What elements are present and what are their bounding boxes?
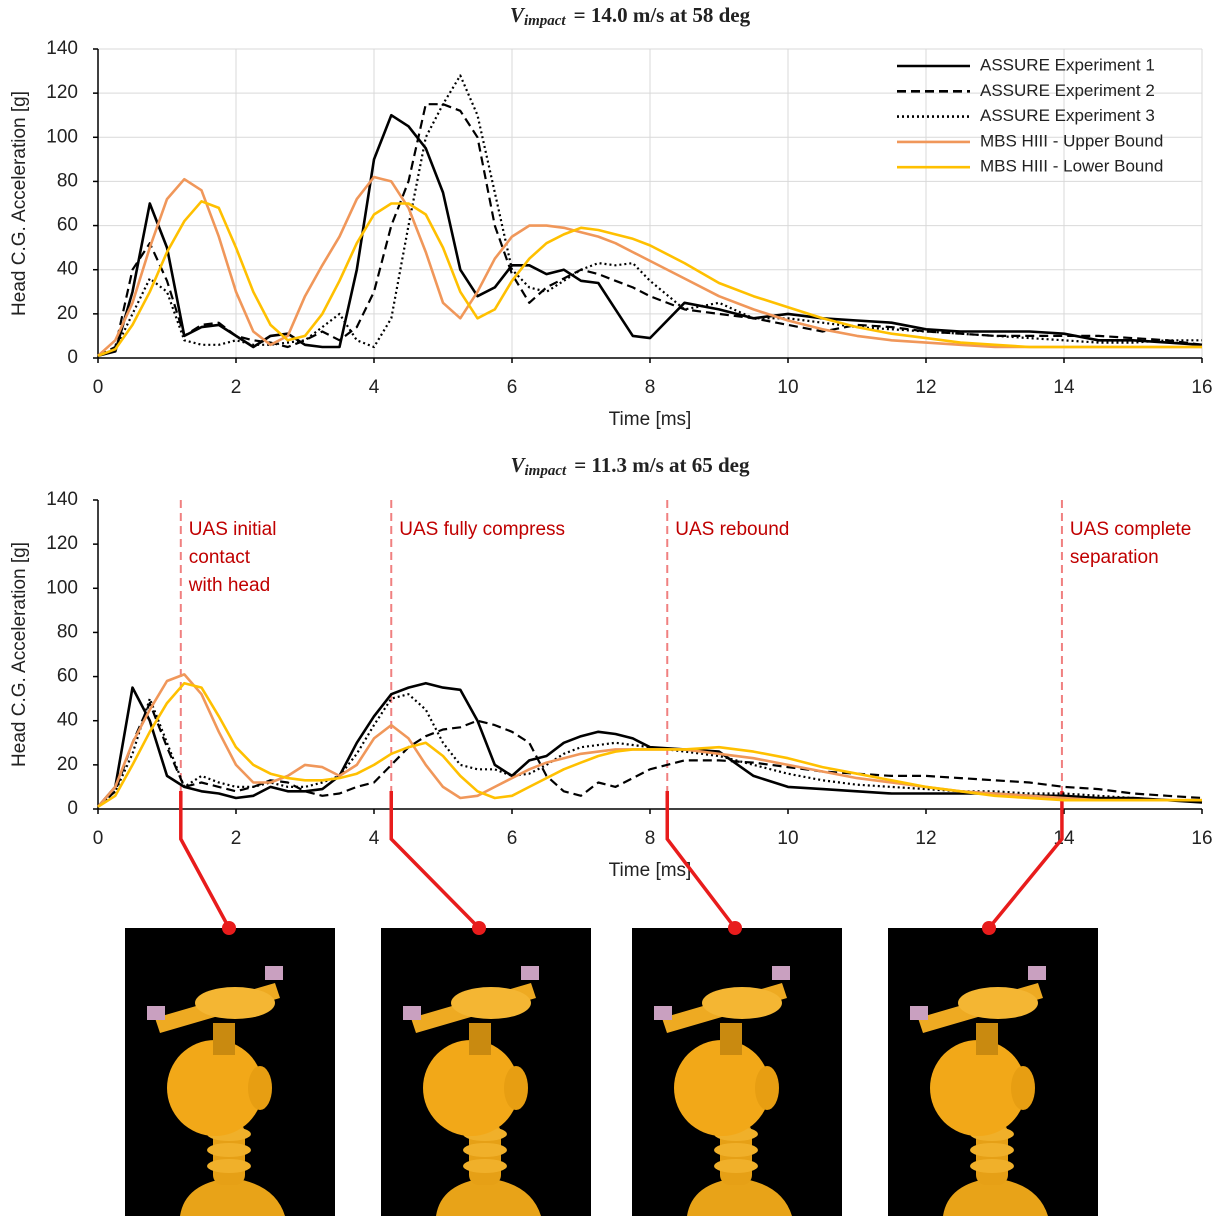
y-tick-label: 0 xyxy=(67,347,78,368)
x-tick-label: 6 xyxy=(507,377,518,398)
x-tick-label: 14 xyxy=(1053,377,1075,398)
title-symbol: V xyxy=(510,3,526,27)
event-label: UAS rebound xyxy=(675,519,789,540)
x-tick-label: 12 xyxy=(915,828,936,849)
y-tick-label: 40 xyxy=(57,259,78,280)
title-subscript: impact xyxy=(524,13,566,29)
title-symbol: V xyxy=(511,453,527,477)
y-axis-label: Head C.G. Acceleration [g] xyxy=(9,542,30,767)
simulation-frame xyxy=(125,928,335,1216)
y-tick-label: 60 xyxy=(57,666,78,687)
y-tick-label: 140 xyxy=(46,38,78,59)
x-tick-label: 0 xyxy=(93,828,104,849)
connector-dot xyxy=(982,921,996,935)
series-line xyxy=(97,200,1202,358)
y-tick-label: 120 xyxy=(46,82,78,103)
connector xyxy=(389,791,481,930)
x-tick-label: 16 xyxy=(1191,377,1212,398)
x-tick-label: 2 xyxy=(231,377,242,398)
y-tick-label: 100 xyxy=(46,577,78,598)
x-tick-label: 8 xyxy=(645,377,656,398)
y-tick-label: 20 xyxy=(57,303,78,324)
y-tick-label: 140 xyxy=(46,489,78,510)
series-line xyxy=(97,681,1203,808)
y-tick-label: 0 xyxy=(67,798,78,819)
legend-label: ASSURE Experiment 3 xyxy=(980,106,1155,125)
x-axis-label: Time [ms] xyxy=(609,860,692,881)
event-label: UAS complete xyxy=(1070,519,1191,540)
x-tick-label: 10 xyxy=(777,828,798,849)
event-label: UAS initial xyxy=(189,519,277,540)
x-tick-label: 4 xyxy=(369,828,380,849)
series-line xyxy=(97,702,1203,808)
x-tick-label: 8 xyxy=(645,828,656,849)
legend-label: ASSURE Experiment 2 xyxy=(980,81,1155,100)
x-tick-label: 16 xyxy=(1191,828,1212,849)
x-tick-label: 12 xyxy=(915,377,936,398)
event-label: with head xyxy=(188,575,270,596)
connector xyxy=(179,791,231,929)
series-line xyxy=(97,103,1203,357)
connector-dot xyxy=(472,921,486,935)
y-tick-label: 20 xyxy=(57,754,78,775)
y-tick-label: 100 xyxy=(46,126,78,147)
title-subscript: impact xyxy=(525,463,567,479)
title-text: = 14.0 m/s at 58 deg xyxy=(574,3,751,27)
connector xyxy=(987,791,1064,930)
event-label: UAS fully compress xyxy=(399,519,565,540)
series-line xyxy=(97,673,1202,808)
x-tick-label: 2 xyxy=(231,828,242,849)
x-tick-label: 4 xyxy=(369,377,380,398)
series-line xyxy=(97,74,1202,357)
series-line xyxy=(97,681,1202,808)
y-tick-label: 60 xyxy=(57,215,78,236)
chart-title: Vimpact = 14.0 m/s at 58 deg xyxy=(510,3,751,30)
y-tick-label: 80 xyxy=(57,621,78,642)
x-tick-label: 10 xyxy=(777,377,798,398)
event-label: contact xyxy=(189,547,251,568)
simulation-frame xyxy=(632,928,842,1216)
legend-label: ASSURE Experiment 1 xyxy=(980,55,1155,74)
x-tick-label: 0 xyxy=(93,377,104,398)
x-axis-label: Time [ms] xyxy=(609,409,692,430)
connector-dot xyxy=(222,921,236,935)
chart-title: Vimpact = 11.3 m/s at 65 deg xyxy=(511,453,750,480)
y-axis-label: Head C.G. Acceleration [g] xyxy=(9,91,30,316)
y-tick-label: 40 xyxy=(57,710,78,731)
series-line xyxy=(97,175,1202,357)
event-label: separation xyxy=(1070,547,1159,568)
title-text: = 11.3 m/s at 65 deg xyxy=(574,453,750,477)
connector xyxy=(665,791,737,930)
x-tick-label: 6 xyxy=(507,828,518,849)
y-tick-label: 80 xyxy=(57,170,78,191)
legend-label: MBS HIII - Upper Bound xyxy=(980,131,1163,150)
y-tick-label: 120 xyxy=(46,533,78,554)
simulation-frame xyxy=(888,928,1098,1216)
legend-label: MBS HIII - Lower Bound xyxy=(980,157,1163,176)
connector-dot xyxy=(728,921,742,935)
simulation-frame xyxy=(381,928,591,1216)
